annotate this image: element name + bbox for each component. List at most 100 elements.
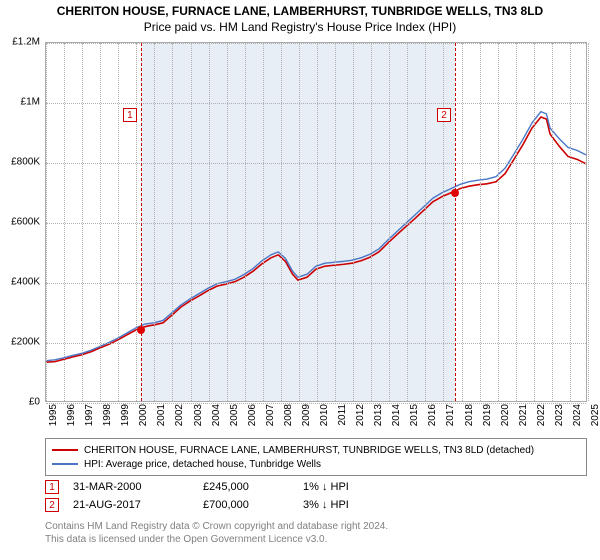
reference-badge: 1 bbox=[123, 108, 137, 122]
gridline-v bbox=[516, 43, 517, 401]
gridline-v bbox=[191, 43, 192, 401]
gridline-v bbox=[154, 43, 155, 401]
legend-swatch bbox=[52, 463, 78, 465]
gridline-v bbox=[136, 43, 137, 401]
chart-plot-area: 12 bbox=[45, 42, 587, 402]
gridline-v bbox=[480, 43, 481, 401]
y-axis-label: £1.2M bbox=[0, 37, 40, 48]
gridline-v bbox=[407, 43, 408, 401]
x-axis-label: 2018 bbox=[464, 404, 475, 426]
x-axis-label: 2024 bbox=[572, 404, 583, 426]
legend-swatch bbox=[52, 449, 78, 451]
x-axis-label: 2025 bbox=[590, 404, 600, 426]
x-axis-label: 2012 bbox=[355, 404, 366, 426]
gridline-v bbox=[245, 43, 246, 401]
chart-title: CHERITON HOUSE, FURNACE LANE, LAMBERHURS… bbox=[8, 4, 592, 18]
x-axis-label: 1999 bbox=[120, 404, 131, 426]
gridline-v bbox=[118, 43, 119, 401]
x-axis-label: 2020 bbox=[500, 404, 511, 426]
event-price: £245,000 bbox=[203, 481, 303, 493]
x-axis-label: 2005 bbox=[229, 404, 240, 426]
y-axis-label: £800K bbox=[0, 157, 40, 168]
legend-label: HPI: Average price, detached house, Tunb… bbox=[84, 459, 321, 470]
x-axis-label: 2008 bbox=[283, 404, 294, 426]
gridline-v bbox=[227, 43, 228, 401]
x-axis-label: 2007 bbox=[265, 404, 276, 426]
gridline-v bbox=[263, 43, 264, 401]
x-axis-label: 1997 bbox=[84, 404, 95, 426]
title-block: CHERITON HOUSE, FURNACE LANE, LAMBERHURS… bbox=[0, 0, 600, 36]
series-line bbox=[46, 117, 586, 362]
x-axis-label: 2004 bbox=[211, 404, 222, 426]
x-axis-label: 2001 bbox=[156, 404, 167, 426]
reference-badge: 2 bbox=[437, 108, 451, 122]
legend-box: CHERITON HOUSE, FURNACE LANE, LAMBERHURS… bbox=[45, 438, 587, 476]
event-price: £700,000 bbox=[203, 499, 303, 511]
x-axis-label: 2014 bbox=[391, 404, 402, 426]
event-diff: 1% ↓ HPI bbox=[303, 481, 349, 493]
event-diff: 3% ↓ HPI bbox=[303, 499, 349, 511]
x-axis-label: 1998 bbox=[102, 404, 113, 426]
gridline-h bbox=[46, 43, 586, 44]
gridline-v bbox=[100, 43, 101, 401]
gridline-h bbox=[46, 223, 586, 224]
gridline-v bbox=[353, 43, 354, 401]
gridline-h bbox=[46, 163, 586, 164]
x-axis-label: 2017 bbox=[445, 404, 456, 426]
x-axis-label: 2006 bbox=[247, 404, 258, 426]
x-axis-label: 2019 bbox=[482, 404, 493, 426]
reference-line bbox=[141, 43, 142, 401]
gridline-v bbox=[64, 43, 65, 401]
footer-block: Contains HM Land Registry data © Crown c… bbox=[45, 520, 587, 546]
x-axis-label: 2022 bbox=[536, 404, 547, 426]
x-axis-label: 1995 bbox=[48, 404, 59, 426]
gridline-v bbox=[46, 43, 47, 401]
footer-line: Contains HM Land Registry data © Crown c… bbox=[45, 520, 587, 533]
gridline-v bbox=[82, 43, 83, 401]
legend-item: CHERITON HOUSE, FURNACE LANE, LAMBERHURS… bbox=[52, 443, 580, 457]
x-axis-label: 2023 bbox=[554, 404, 565, 426]
gridline-v bbox=[317, 43, 318, 401]
gridline-v bbox=[281, 43, 282, 401]
gridline-v bbox=[389, 43, 390, 401]
event-date: 21-AUG-2017 bbox=[73, 499, 203, 511]
gridline-v bbox=[172, 43, 173, 401]
gridline-v bbox=[371, 43, 372, 401]
gridline-h bbox=[46, 343, 586, 344]
legend-label: CHERITON HOUSE, FURNACE LANE, LAMBERHURS… bbox=[84, 445, 534, 456]
event-row: 1 31-MAR-2000 £245,000 1% ↓ HPI bbox=[45, 478, 587, 496]
events-table: 1 31-MAR-2000 £245,000 1% ↓ HPI 2 21-AUG… bbox=[45, 478, 587, 514]
gridline-v bbox=[443, 43, 444, 401]
x-axis-label: 2016 bbox=[427, 404, 438, 426]
gridline-v bbox=[570, 43, 571, 401]
x-axis-label: 2003 bbox=[193, 404, 204, 426]
x-axis-label: 2010 bbox=[319, 404, 330, 426]
x-axis-label: 2013 bbox=[373, 404, 384, 426]
event-badge: 2 bbox=[45, 498, 59, 512]
gridline-v bbox=[534, 43, 535, 401]
x-axis-label: 2021 bbox=[518, 404, 529, 426]
event-badge: 1 bbox=[45, 480, 59, 494]
x-axis-label: 2011 bbox=[337, 404, 348, 426]
y-axis-label: £200K bbox=[0, 337, 40, 348]
y-axis-label: £400K bbox=[0, 277, 40, 288]
gridline-v bbox=[425, 43, 426, 401]
gridline-v bbox=[588, 43, 589, 401]
gridline-h bbox=[46, 283, 586, 284]
x-axis-label: 2002 bbox=[174, 404, 185, 426]
gridline-v bbox=[462, 43, 463, 401]
y-axis-label: £1M bbox=[0, 97, 40, 108]
x-axis-label: 1996 bbox=[66, 404, 77, 426]
x-axis-label: 2000 bbox=[138, 404, 149, 426]
gridline-v bbox=[335, 43, 336, 401]
legend-item: HPI: Average price, detached house, Tunb… bbox=[52, 457, 580, 471]
gridline-v bbox=[552, 43, 553, 401]
event-marker bbox=[451, 189, 459, 197]
chart-subtitle: Price paid vs. HM Land Registry's House … bbox=[8, 20, 592, 34]
event-date: 31-MAR-2000 bbox=[73, 481, 203, 493]
y-axis-label: £0 bbox=[0, 397, 40, 408]
series-line bbox=[46, 112, 586, 361]
x-axis-label: 2009 bbox=[301, 404, 312, 426]
gridline-v bbox=[498, 43, 499, 401]
y-axis-label: £600K bbox=[0, 217, 40, 228]
